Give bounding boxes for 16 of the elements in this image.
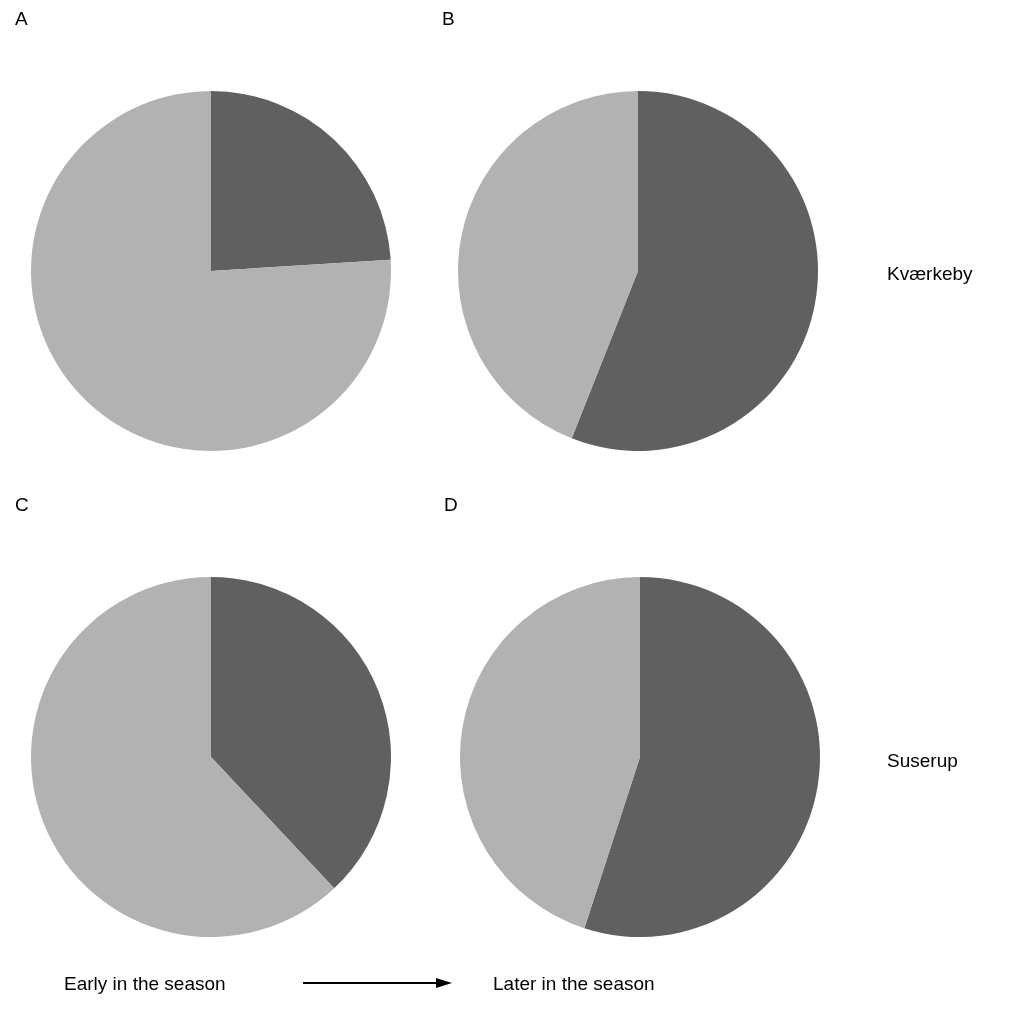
pie-slice: [460, 577, 640, 929]
pie-slice: [584, 577, 820, 937]
text: Kværkeby: [887, 263, 974, 284]
chart-title: A: [15, 8, 28, 29]
text: Later in the season: [493, 973, 655, 994]
chart-title: C: [15, 494, 29, 515]
chart-title: B: [442, 8, 455, 29]
pie-slice: [211, 91, 391, 271]
pie-slice: [211, 577, 391, 889]
pie-slice: [31, 577, 335, 937]
text: Suserup: [887, 750, 958, 771]
pie-slice: [458, 91, 638, 439]
chart-title: D: [444, 494, 458, 515]
text: Early in the season: [64, 973, 226, 994]
pie-slice: [571, 91, 818, 451]
pie-slice: [31, 91, 391, 451]
